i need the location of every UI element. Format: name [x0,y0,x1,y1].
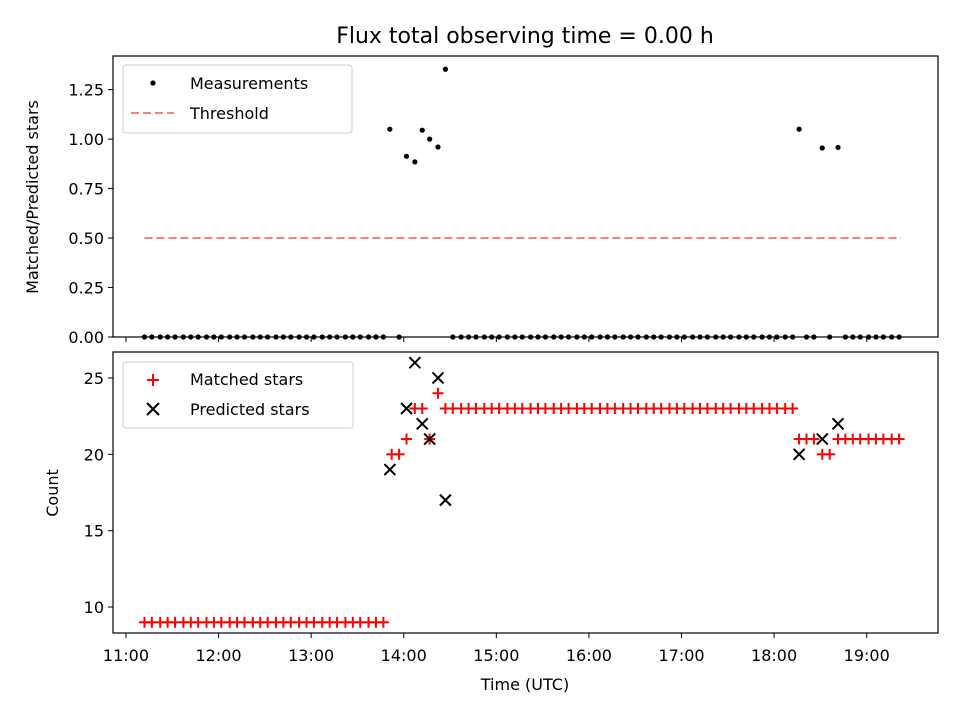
x-tick-label: 12:00 [196,646,242,665]
matched-star-marker [377,616,389,628]
measurement-point [796,126,802,132]
matched-star-marker [416,403,428,415]
measurement-point [419,127,425,133]
matched-star-marker [893,433,905,445]
top-axes-frame [112,55,939,338]
bottom-y-tick-label: 20 [84,445,104,464]
bottom-legend-box [122,361,354,429]
legend-predicted-marker [146,402,160,416]
matched-star-marker [787,403,799,415]
top-y-tick-label: 1.25 [68,81,104,100]
top-y-tick-label: 0.25 [68,279,104,298]
predicted-star-marker [831,417,845,430]
matched-star-marker [393,448,405,460]
x-tick-label: 19:00 [844,646,890,665]
predicted-star-marker [423,432,436,446]
bottom-axes-frame [112,351,939,634]
x-tick-label: 11:00 [103,646,149,665]
top-y-tick-label: 0.75 [68,180,104,199]
measurement-point [412,159,418,165]
legend-predicted-label: Predicted stars [190,400,310,419]
top-legend: Measurements Threshold [122,64,353,134]
legend-measurements-marker [150,80,156,86]
predicted-star-marker [400,402,413,415]
top-legend-box [122,64,353,134]
matched-star-marker [432,387,444,399]
measurement-point [442,66,449,72]
top-panel: 0.00 0.25 0.50 0.75 1.00 1.25 Matched/Predict… [23,55,939,347]
x-tick-label: 15:00 [473,646,519,665]
bottom-y-tick-label: 15 [84,522,104,541]
top-y-tick-label: 1.00 [68,130,104,149]
matched-star-marker [808,433,820,445]
measurement-point [835,144,841,151]
chart-title: Flux total observing time = 0.00 h [336,24,714,49]
bottom-panel: 10 15 20 25 11:00 12:00 13:00 14:00 15:00 16:00 17… [43,351,939,694]
predicted-star-marker [408,356,422,369]
bottom-legend: Matched stars Predicted stars [122,361,354,429]
predicted-star-marker [816,432,829,446]
measurement-point [819,145,825,151]
matched-star-marker [824,448,836,460]
top-y-tick-label: 0.00 [68,328,104,347]
top-y-tick-label: 0.50 [68,229,104,248]
measurement-point [403,153,410,159]
predicted-star-marker [792,448,806,461]
measurement-point [427,136,433,142]
x-tick-label: 13:00 [288,646,334,665]
legend-matched-label: Matched stars [190,370,303,389]
measurement-point [387,126,393,132]
predicted-star-marker [431,371,445,385]
legend-measurements-label: Measurements [190,74,308,93]
top-y-axis-label: Matched/Predicted stars [23,100,42,294]
x-tick-label: 18:00 [751,646,797,665]
x-axis-label: Time (UTC) [480,675,569,694]
bottom-y-tick-label: 10 [84,598,104,617]
measurement-point [435,144,441,150]
x-tick-label: 17:00 [658,646,704,665]
legend-matched-marker [147,374,159,386]
matched-star-marker [401,433,413,445]
predicted-star-marker [439,493,452,507]
bottom-y-axis-label: Count [43,469,62,517]
x-tick-label: 16:00 [566,646,612,665]
predicted-star-marker [383,463,397,476]
legend-threshold-label: Threshold [189,104,269,123]
x-tick-label: 14:00 [381,646,427,665]
predicted-star-marker [416,417,429,430]
bottom-y-tick-label: 25 [84,369,104,388]
